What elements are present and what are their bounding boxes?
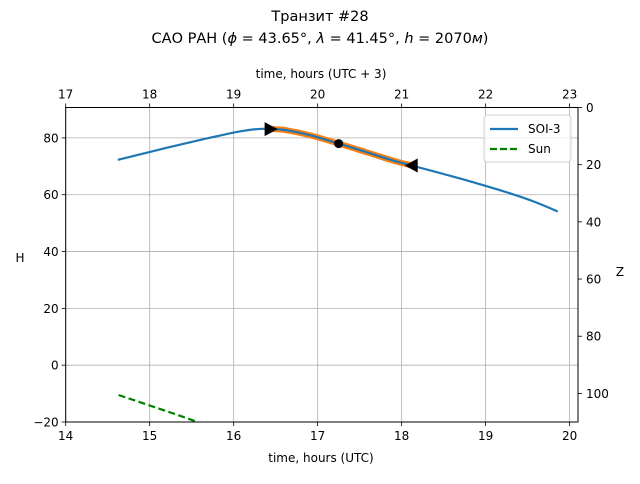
axes: 14 15 16 17 18 19 20 17 18 19 20 21 22 23 −20 0 20 40 60 80… (33, 88, 609, 444)
z-tick-label: 60 (586, 273, 601, 287)
legend-label-soi3: SOI-3 (528, 122, 561, 136)
x-axis-label: time, hours (UTC) (268, 451, 373, 465)
x-top-tick-label: 20 (310, 88, 325, 102)
legend: SOI-3 Sun (483, 114, 572, 163)
x-tick-label: 16 (226, 429, 241, 443)
x-top-tick-label: 21 (394, 88, 409, 102)
x-tick-label: 18 (394, 429, 409, 443)
y-tick-label: 40 (43, 245, 58, 259)
y-tick-label: −20 (33, 416, 58, 430)
z-tick-label: 100 (586, 387, 609, 401)
z-tick-label: 80 (586, 330, 601, 344)
z-tick-label: 40 (586, 215, 601, 229)
legend-box (483, 114, 572, 163)
series-line-sun (118, 393, 198, 422)
plot-frame (65, 107, 579, 423)
z-tick-label: 0 (586, 101, 594, 115)
y-tick-label: 0 (51, 359, 59, 373)
y-tick-label: 20 (43, 302, 58, 316)
y-axis-label: H (15, 251, 24, 265)
plot-area (117, 122, 559, 422)
legend-label-sun: Sun (528, 142, 551, 156)
x-tick-label: 14 (58, 429, 73, 443)
y-axis-right-label: Z (616, 265, 624, 279)
y-tick-label: 60 (43, 188, 58, 202)
x-axis-top-label: time, hours (UTC + 3) (256, 67, 387, 81)
y-tick-label: 80 (43, 131, 58, 145)
chart-title: Транзит #28 (270, 9, 368, 25)
x-tick-label: 15 (142, 429, 157, 443)
x-tick-label: 20 (562, 429, 577, 443)
marker-transit-middle (334, 139, 344, 149)
x-top-tick-label: 17 (58, 88, 73, 102)
marker-transit-end (404, 158, 418, 173)
x-tick-label: 19 (478, 429, 493, 443)
series-line-soi-3 (117, 127, 559, 213)
x-top-tick-label: 19 (226, 88, 241, 102)
x-tick-label: 17 (310, 429, 325, 443)
x-top-tick-label: 23 (562, 88, 577, 102)
z-tick-label: 20 (586, 158, 601, 172)
x-top-tick-label: 22 (478, 88, 493, 102)
chart-subtitle: САО РАН (ϕ = 43.65°, λ = 41.45°, h = 207… (152, 31, 489, 47)
x-top-tick-label: 18 (142, 88, 157, 102)
marker-transit-start (264, 122, 278, 137)
